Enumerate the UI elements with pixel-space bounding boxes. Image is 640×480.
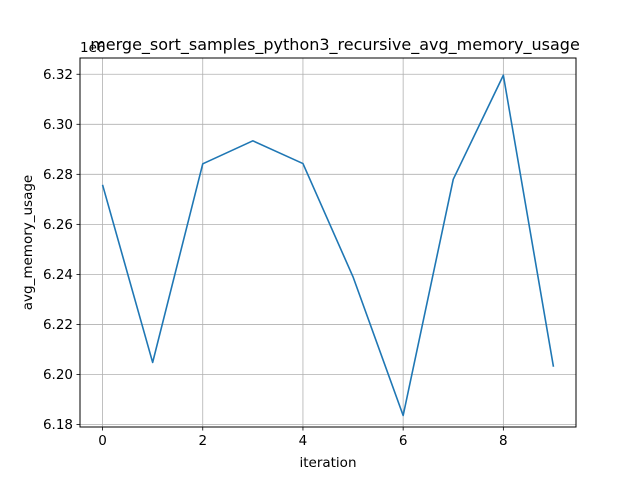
tick-marks: 0 2 4 6 8 6.18 6.20 6.22 6.24 6.26 6.28 6.30 6.32 [43, 67, 508, 449]
x-tick-label: 4 [299, 433, 308, 449]
series-line [101, 74, 555, 417]
x-tick-label: 0 [98, 433, 107, 449]
y-tick-label: 6.26 [43, 217, 73, 233]
y-axis-label: avg_memory_usage [20, 175, 36, 310]
x-axis-label: iteration [299, 455, 356, 471]
y-tick-label: 6.20 [43, 367, 73, 383]
y-tick-label: 6.30 [43, 117, 73, 133]
y-tick-label: 6.32 [43, 67, 73, 83]
y-tick-label: 6.18 [43, 417, 73, 433]
x-tick-label: 6 [399, 433, 408, 449]
x-tick-label: 8 [499, 433, 508, 449]
y-tick-label: 6.28 [43, 167, 73, 183]
chart-title: merge_sort_samples_python3_recursive_avg… [90, 35, 580, 55]
y-tick-label: 6.22 [43, 317, 73, 333]
axes-frame [79, 57, 577, 428]
x-tick-label: 2 [198, 433, 207, 449]
series-layer [101, 74, 555, 417]
grid-lines [80, 58, 576, 427]
y-tick-label: 6.24 [43, 267, 73, 283]
y-offset-label: 1e6 [80, 40, 105, 56]
